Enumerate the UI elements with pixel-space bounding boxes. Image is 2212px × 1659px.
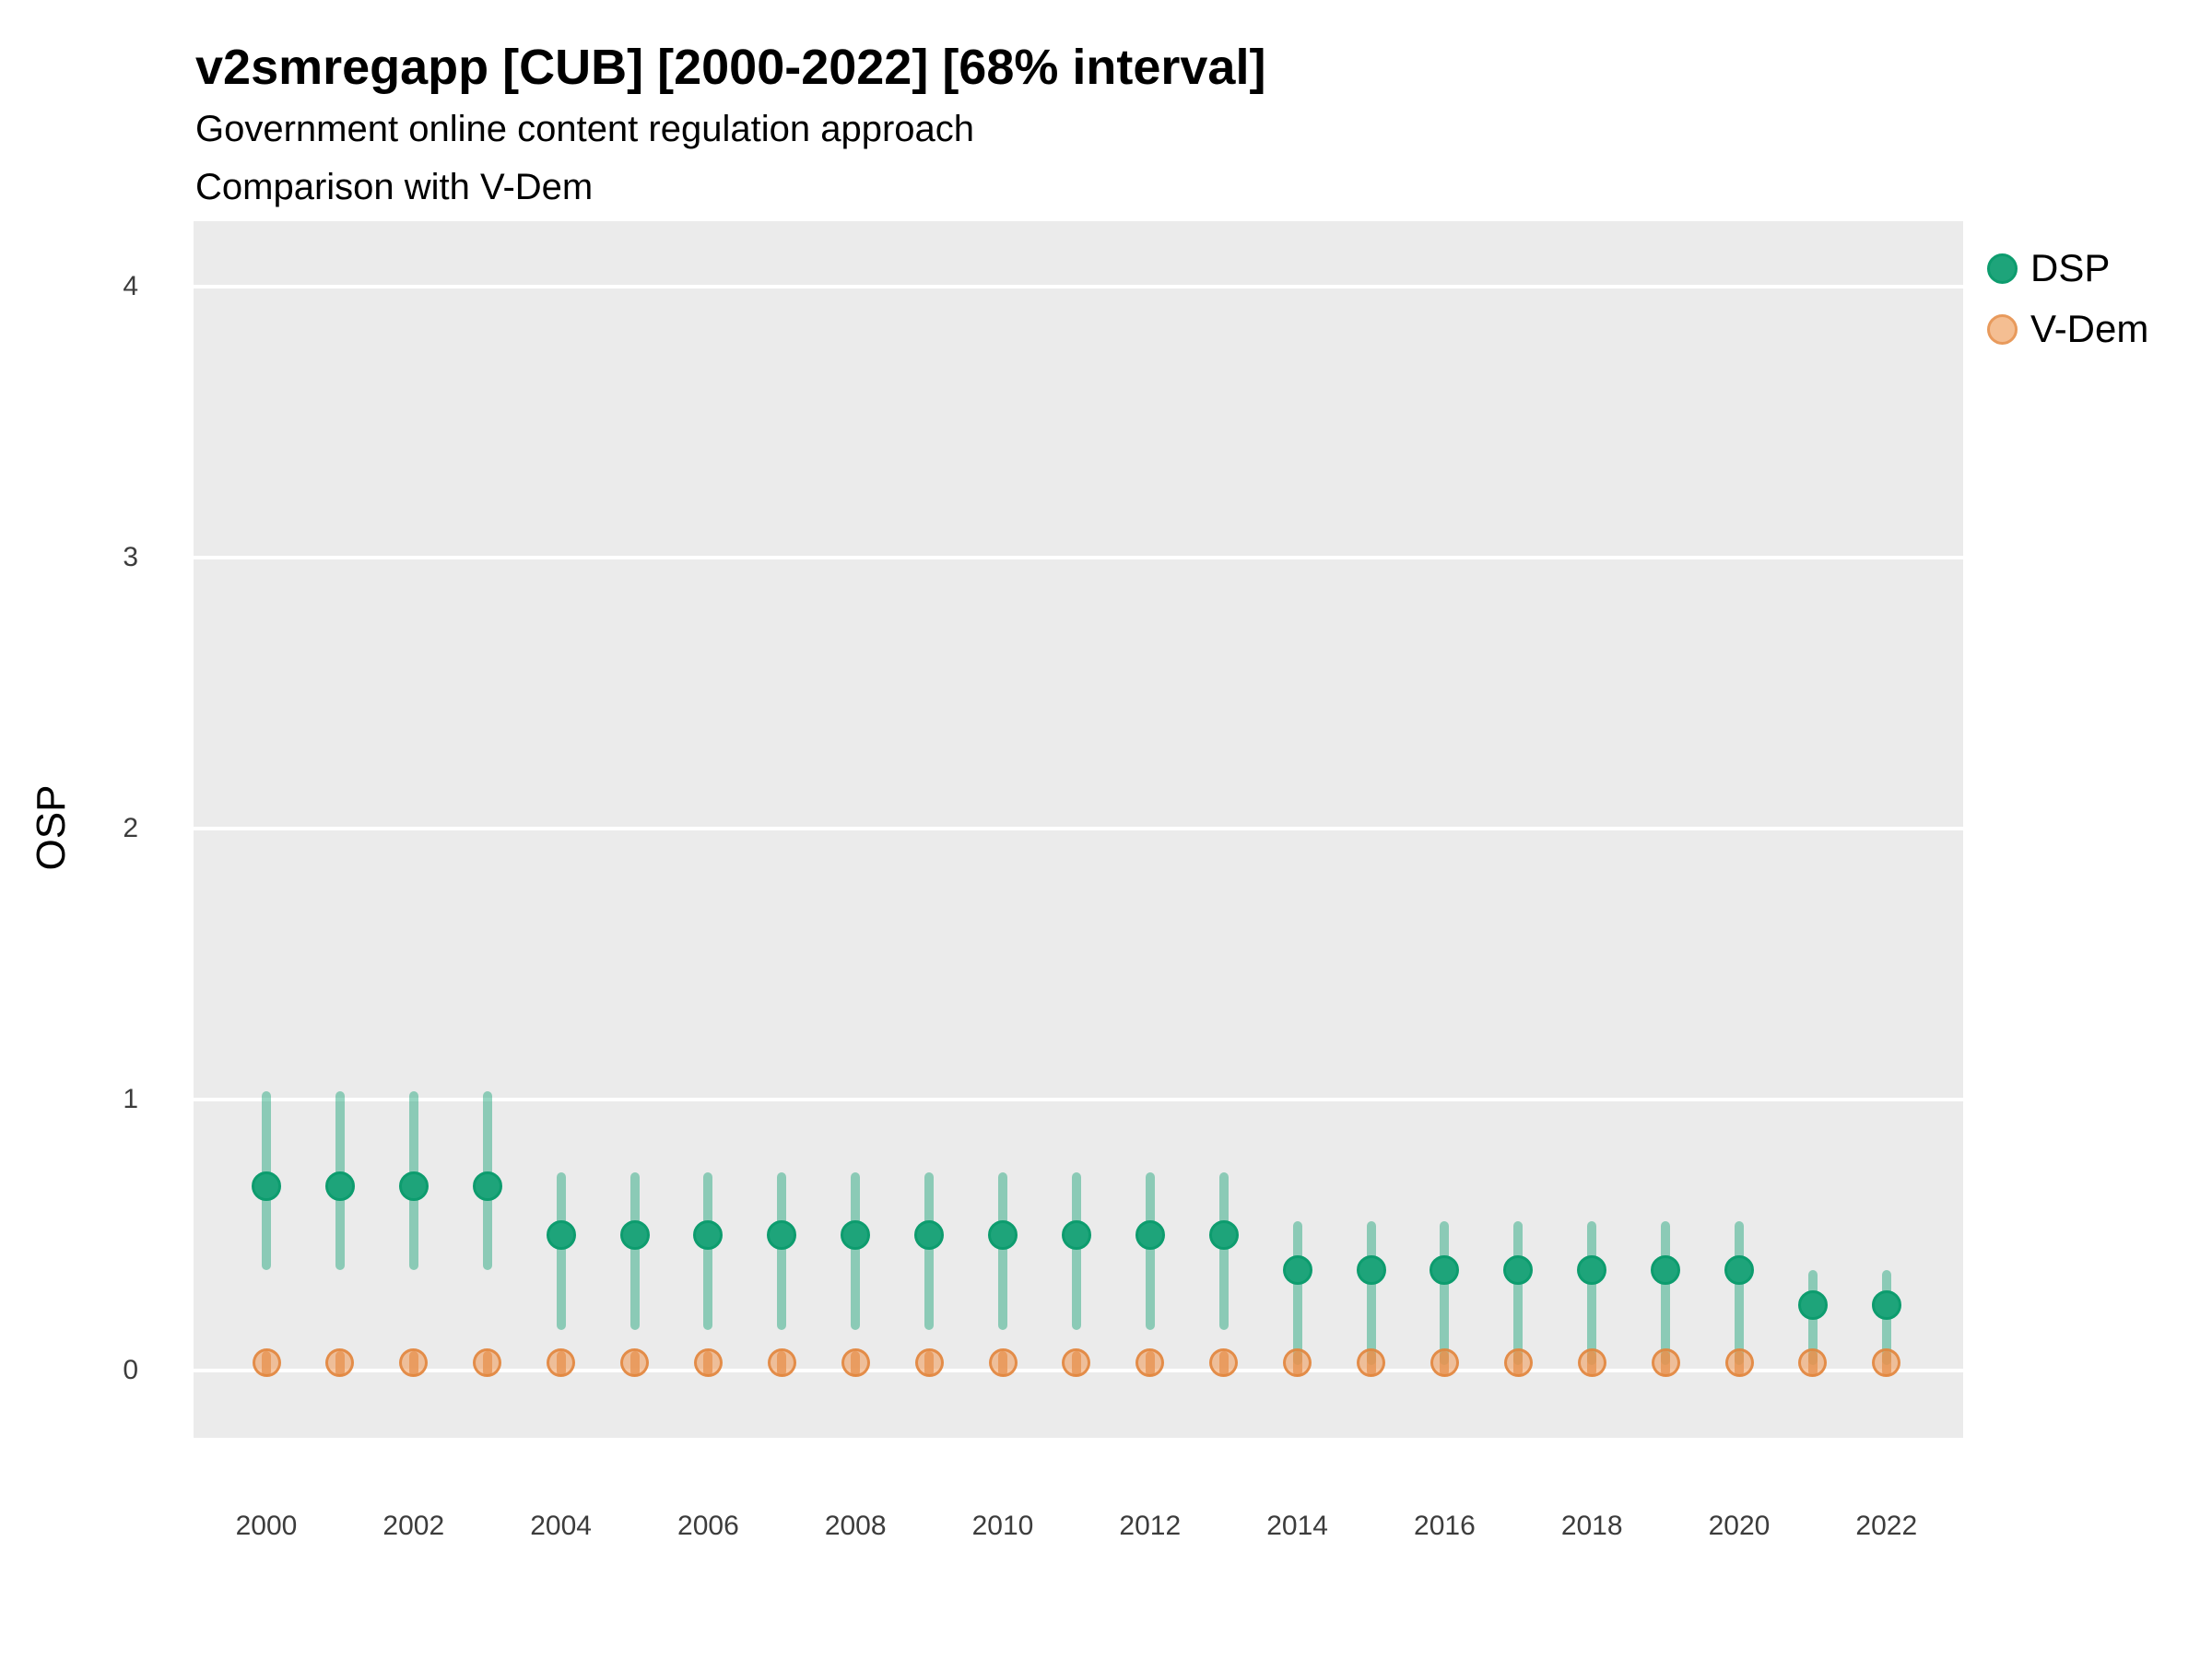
legend-label-dsp: DSP (2030, 246, 2111, 289)
dsp-point (914, 1220, 945, 1250)
vdem-point (1503, 1347, 1533, 1377)
dsp-point (1282, 1255, 1312, 1286)
dsp-interval-bar (1440, 1221, 1450, 1366)
x-tick-label: 2004 (530, 1511, 592, 1541)
dsp-point (1430, 1255, 1460, 1286)
dsp-point (252, 1171, 281, 1202)
dsp-point (1135, 1220, 1165, 1250)
gridline (194, 827, 1963, 830)
legend-item-dsp: DSP (1987, 245, 2148, 291)
dsp-point (324, 1171, 355, 1202)
dsp-interval-bar (1513, 1221, 1524, 1366)
y-tick-label: 1 (123, 1084, 138, 1114)
vdem-point (1283, 1347, 1312, 1377)
dsp-point (546, 1220, 576, 1250)
chart-subtitle-line2: Comparison with V-Dem (195, 167, 594, 207)
vdem-point (1577, 1347, 1606, 1377)
dsp-interval-bar (629, 1172, 640, 1330)
y-tick-label: 4 (123, 271, 138, 301)
dsp-point (1797, 1290, 1828, 1321)
x-tick-label: 2010 (971, 1511, 1034, 1541)
dsp-point (693, 1220, 724, 1250)
dsp-point (1503, 1255, 1534, 1286)
x-tick-label: 2000 (235, 1511, 298, 1541)
vdem-point (1135, 1347, 1165, 1377)
x-tick-label: 2022 (1855, 1511, 1918, 1541)
vdem-point (1357, 1347, 1385, 1377)
vdem-point (988, 1347, 1018, 1377)
dsp-interval-bar (1366, 1221, 1376, 1366)
gridline (194, 556, 1963, 559)
dsp-point (1871, 1290, 1901, 1321)
x-tick-label: 2006 (677, 1511, 739, 1541)
dsp-point (1061, 1220, 1091, 1250)
chart-title: v2smregapp [CUB] [2000-2022] [68% interv… (195, 40, 1266, 95)
dsp-point (472, 1171, 502, 1202)
vdem-point (767, 1347, 796, 1377)
vdem-point (325, 1347, 355, 1377)
x-tick-label: 2008 (824, 1511, 887, 1541)
vdem-point (1798, 1347, 1828, 1377)
vdem-point (1209, 1347, 1239, 1377)
dsp-point (398, 1171, 429, 1202)
dsp-interval-bar (1735, 1221, 1744, 1366)
dsp-interval-bar (998, 1172, 1007, 1330)
y-tick-label: 3 (123, 542, 138, 572)
x-tick-label: 2002 (382, 1511, 445, 1541)
dsp-point (1651, 1255, 1681, 1286)
dsp-point (1724, 1255, 1754, 1286)
vdem-point (914, 1347, 944, 1377)
vdem-point (620, 1347, 649, 1377)
y-tick-label: 0 (123, 1355, 138, 1385)
dsp-point (1208, 1220, 1239, 1250)
vdem-point (1872, 1347, 1901, 1377)
chart-subtitle-line1: Government online content regulation app… (195, 109, 974, 149)
dsp-legend-swatch-icon (1987, 253, 2018, 284)
vdem-point (473, 1347, 502, 1377)
dsp-interval-bar (703, 1172, 713, 1330)
vdem-legend-swatch-icon (1987, 313, 2018, 345)
y-tick-label: 2 (123, 813, 138, 843)
dsp-point (767, 1220, 797, 1250)
vdem-point (841, 1347, 870, 1377)
vdem-point (1724, 1347, 1754, 1377)
x-tick-label: 2020 (1708, 1511, 1771, 1541)
dsp-interval-bar (1071, 1172, 1081, 1330)
vdem-point (547, 1347, 576, 1377)
legend: DSP V-Dem (1987, 245, 2148, 352)
dsp-interval-bar (924, 1172, 935, 1330)
vdem-point (693, 1347, 723, 1377)
vdem-point (252, 1347, 281, 1377)
vdem-point (399, 1347, 429, 1377)
dsp-interval-bar (1218, 1172, 1229, 1330)
dsp-point (1356, 1255, 1386, 1286)
dsp-interval-bar (1145, 1172, 1155, 1330)
dsp-interval-bar (1292, 1221, 1302, 1366)
vdem-point (1062, 1347, 1091, 1377)
dsp-interval-bar (1587, 1221, 1597, 1366)
vdem-point (1430, 1347, 1459, 1377)
dsp-interval-bar (556, 1172, 566, 1330)
plot-panel (194, 221, 1963, 1438)
dsp-point (619, 1220, 650, 1250)
x-tick-label: 2018 (1560, 1511, 1623, 1541)
dsp-interval-bar (1661, 1221, 1671, 1366)
dsp-point (841, 1220, 871, 1250)
x-tick-label: 2012 (1119, 1511, 1182, 1541)
dsp-interval-bar (777, 1172, 787, 1330)
gridline (194, 1098, 1963, 1101)
legend-item-vdem: V-Dem (1987, 306, 2148, 352)
vdem-point (1651, 1347, 1680, 1377)
legend-label-vdem: V-Dem (2030, 307, 2149, 350)
dsp-interval-bar (851, 1172, 861, 1330)
x-tick-label: 2016 (1414, 1511, 1476, 1541)
dsp-point (988, 1220, 1018, 1250)
gridline (194, 285, 1963, 288)
dsp-point (1577, 1255, 1607, 1286)
x-tick-label: 2014 (1266, 1511, 1328, 1541)
